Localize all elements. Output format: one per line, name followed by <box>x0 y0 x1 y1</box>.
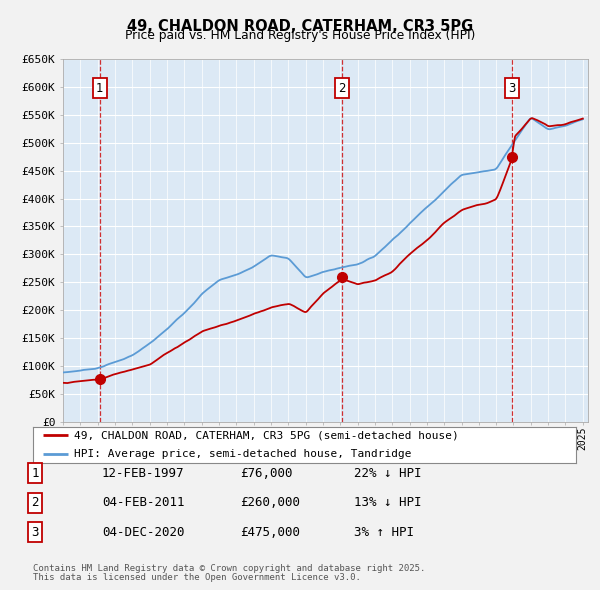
Text: 3: 3 <box>31 526 38 539</box>
Text: 2: 2 <box>338 81 346 94</box>
Text: £76,000: £76,000 <box>240 467 293 480</box>
Text: 13% ↓ HPI: 13% ↓ HPI <box>354 496 421 509</box>
Text: £260,000: £260,000 <box>240 496 300 509</box>
Text: 3: 3 <box>508 81 516 94</box>
Text: This data is licensed under the Open Government Licence v3.0.: This data is licensed under the Open Gov… <box>33 572 361 582</box>
Text: 1: 1 <box>96 81 103 94</box>
Text: 04-DEC-2020: 04-DEC-2020 <box>102 526 185 539</box>
Text: 3% ↑ HPI: 3% ↑ HPI <box>354 526 414 539</box>
Text: 12-FEB-1997: 12-FEB-1997 <box>102 467 185 480</box>
Text: 04-FEB-2011: 04-FEB-2011 <box>102 496 185 509</box>
Text: 2: 2 <box>31 496 38 509</box>
Text: 49, CHALDON ROAD, CATERHAM, CR3 5PG: 49, CHALDON ROAD, CATERHAM, CR3 5PG <box>127 19 473 34</box>
Text: Price paid vs. HM Land Registry's House Price Index (HPI): Price paid vs. HM Land Registry's House … <box>125 30 475 42</box>
Text: 49, CHALDON ROAD, CATERHAM, CR3 5PG (semi-detached house): 49, CHALDON ROAD, CATERHAM, CR3 5PG (sem… <box>74 431 458 441</box>
Text: 22% ↓ HPI: 22% ↓ HPI <box>354 467 421 480</box>
Text: £475,000: £475,000 <box>240 526 300 539</box>
Text: HPI: Average price, semi-detached house, Tandridge: HPI: Average price, semi-detached house,… <box>74 449 411 459</box>
Text: Contains HM Land Registry data © Crown copyright and database right 2025.: Contains HM Land Registry data © Crown c… <box>33 563 425 573</box>
Text: 1: 1 <box>31 467 38 480</box>
